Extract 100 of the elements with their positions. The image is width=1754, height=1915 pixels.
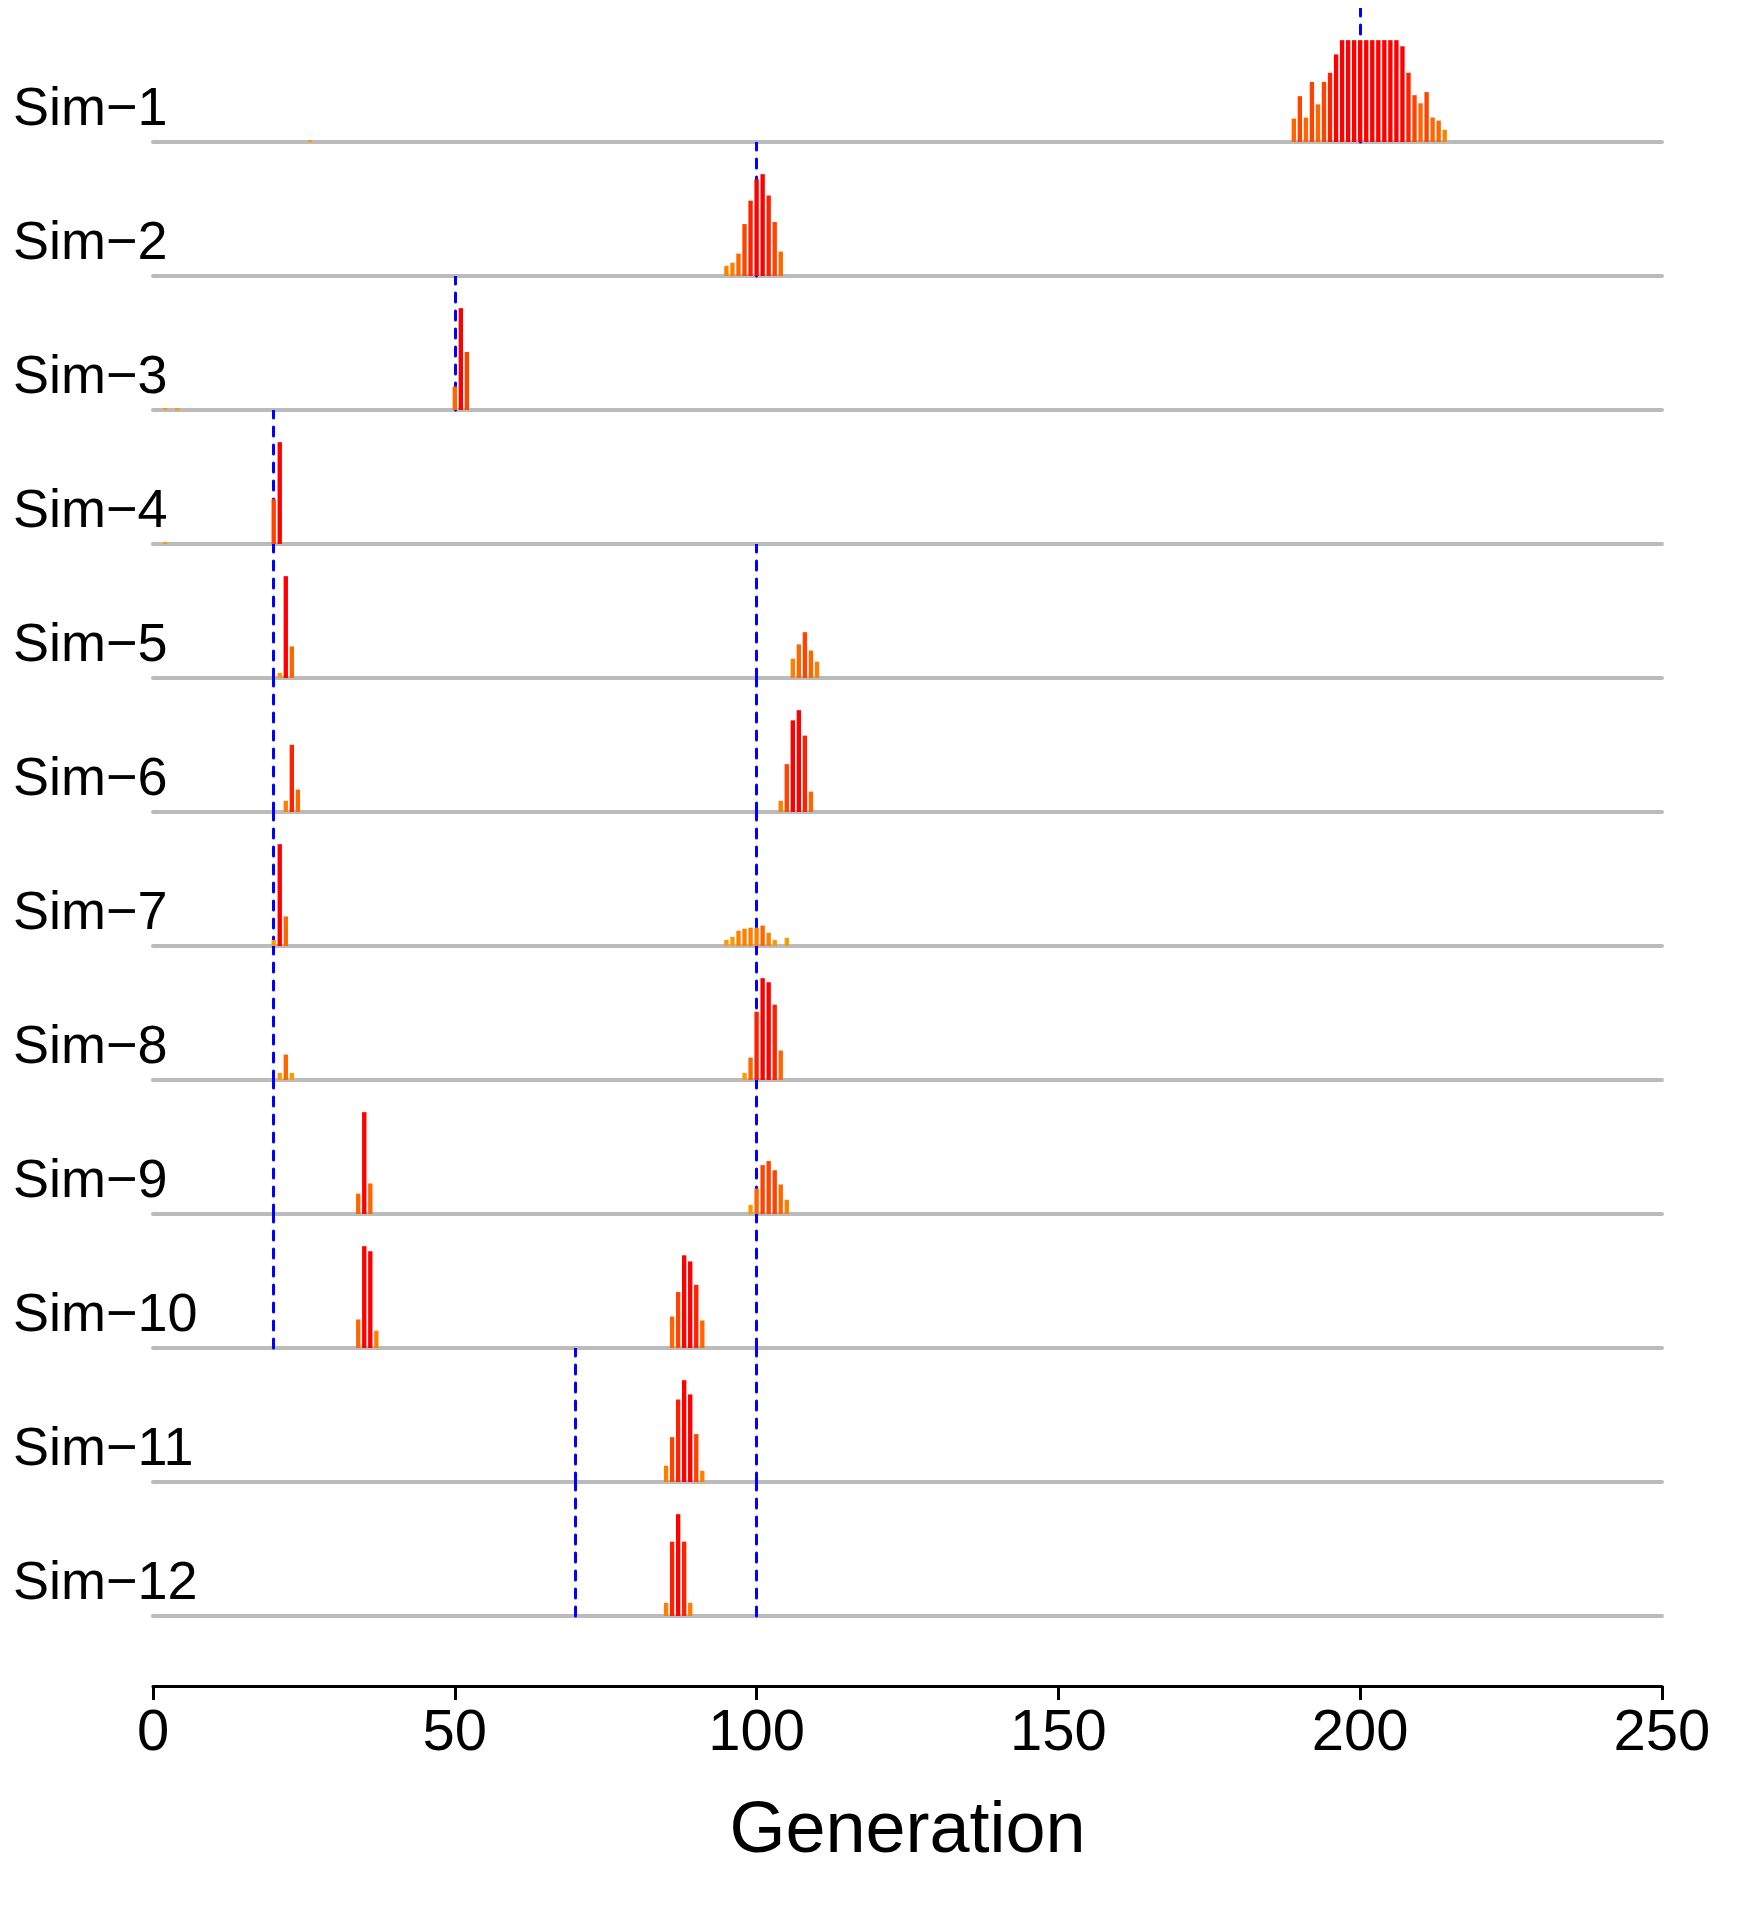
bar [374,1330,379,1348]
bar [802,632,808,678]
x-tick-label: 250 [1613,1696,1711,1762]
x-axis-title: Generation [729,1787,1086,1867]
bar [1424,92,1429,142]
text: Sim−11 [13,1416,194,1476]
bar [1333,54,1339,142]
bar [1327,72,1333,142]
text: Sim−6 [13,746,168,806]
bar [277,672,282,678]
bar [790,658,795,678]
bar [766,932,771,946]
bar [748,1057,753,1080]
bar [1406,72,1411,142]
bar [277,844,282,946]
bar [1370,40,1375,142]
bar [778,1184,783,1214]
bar [772,1004,777,1080]
bar [1321,81,1327,142]
bar [1412,95,1417,142]
bar [289,1072,294,1080]
bar [748,200,753,276]
bar [784,1199,789,1214]
bar [808,650,814,678]
bar [802,735,808,812]
bar [760,925,765,946]
bar [1339,40,1345,142]
text: Sim−3 [13,344,168,404]
bar [675,1291,681,1348]
bar [784,764,789,812]
bar [362,1246,367,1348]
bar [452,386,457,410]
x-tick-label: 100 [708,1696,805,1762]
bar [1364,40,1369,142]
x-tick-label: 200 [1311,1696,1409,1762]
bar [796,710,802,812]
bar [368,1251,373,1348]
bar [1358,40,1363,142]
bar [814,661,820,678]
text: Sim−8 [13,1014,168,1074]
bar [1303,117,1309,142]
bar [700,1470,705,1482]
text: Sim−9 [13,1148,168,1208]
bar [356,1193,361,1214]
bar [283,916,288,946]
text: Sim−12 [13,1550,198,1610]
text: Sim−10 [13,1282,198,1342]
bar [368,1183,373,1214]
bar [675,1399,681,1482]
bar [283,576,288,678]
bar [1376,40,1381,142]
bar [458,308,464,410]
bar [688,1394,693,1482]
bar [748,1204,753,1214]
bar [682,1255,687,1348]
bar [778,800,783,812]
bar [700,1320,705,1348]
bar [784,937,789,946]
bar [663,1465,669,1482]
bar [669,1316,675,1348]
x-tick-label: 50 [422,1696,488,1762]
bar [736,253,741,276]
bar [778,251,783,276]
bar [1315,104,1321,142]
bar [772,1170,777,1214]
text: Sim−2 [13,210,168,270]
text: Sim−1 [13,76,168,136]
bar [1351,40,1357,142]
x-tick-label: 0 [136,1696,170,1762]
bar [1291,118,1296,142]
bar [464,351,470,410]
bar [754,1188,759,1214]
bar [295,789,301,812]
bar [742,224,747,276]
bar [682,1380,687,1482]
bar [289,744,294,812]
text: Sim−7 [13,880,168,940]
bar [754,1011,759,1080]
bar [283,1054,288,1080]
bar [1309,81,1315,142]
bar [742,1072,747,1080]
text: Sim−4 [13,478,168,538]
bar [356,1319,361,1348]
bar [796,644,802,678]
bar [277,1072,282,1080]
bar [694,1284,699,1348]
bar [694,1434,699,1482]
bar [808,791,814,812]
bar [283,800,288,812]
bar [1297,96,1303,142]
bar [778,1050,783,1080]
bar [362,1112,367,1214]
bar [1442,129,1447,142]
bar [688,1261,693,1348]
bar [772,222,777,276]
bar [1345,40,1351,142]
x-tick-label: 150 [1010,1696,1107,1762]
bar [1418,103,1423,142]
bar [289,646,294,678]
text: Sim−5 [13,612,168,672]
